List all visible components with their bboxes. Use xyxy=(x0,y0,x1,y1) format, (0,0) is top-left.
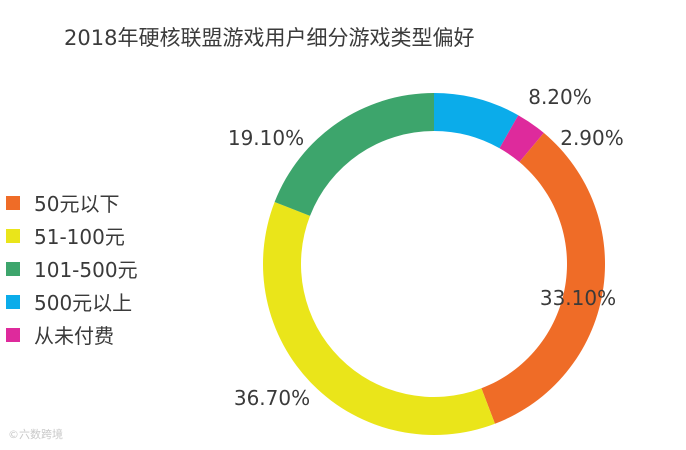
legend-swatch xyxy=(6,327,20,342)
legend-item-never-paid: 从未付费 xyxy=(6,318,138,351)
legend-swatch xyxy=(6,261,20,276)
slice-never-paid xyxy=(499,115,544,163)
legend-swatch xyxy=(6,228,20,243)
legend-swatch xyxy=(6,195,20,210)
legend-label: 500元以上 xyxy=(34,291,133,315)
slice-51-100 xyxy=(262,202,495,436)
slice-50-below xyxy=(481,132,606,424)
chart-title: 2018年硬核联盟游戏用户细分游戏类型偏好 xyxy=(64,26,475,50)
slice-101-500 xyxy=(274,93,434,216)
data-label: 2.90% xyxy=(560,126,624,150)
slice-500-above xyxy=(434,93,519,149)
data-label: 33.10% xyxy=(540,286,616,310)
legend-label: 101-500元 xyxy=(34,258,138,282)
legend-label: 50元以下 xyxy=(34,192,120,216)
legend-label: 从未付费 xyxy=(34,324,114,348)
legend-label: 51-100元 xyxy=(34,225,125,249)
chart-legend: 50元以下 51-100元 101-500元 500元以上 从未付费 xyxy=(6,186,138,351)
data-label: 8.20% xyxy=(528,85,592,109)
legend-item-500-above: 500元以上 xyxy=(6,285,138,318)
legend-item-101-500: 101-500元 xyxy=(6,252,138,285)
legend-item-51-100: 51-100元 xyxy=(6,219,138,252)
watermark-logo: ©六数跨境 xyxy=(8,428,63,441)
legend-item-50-below: 50元以下 xyxy=(6,186,138,219)
legend-swatch xyxy=(6,294,20,309)
data-label: 36.70% xyxy=(234,386,310,410)
data-label: 19.10% xyxy=(228,126,304,150)
